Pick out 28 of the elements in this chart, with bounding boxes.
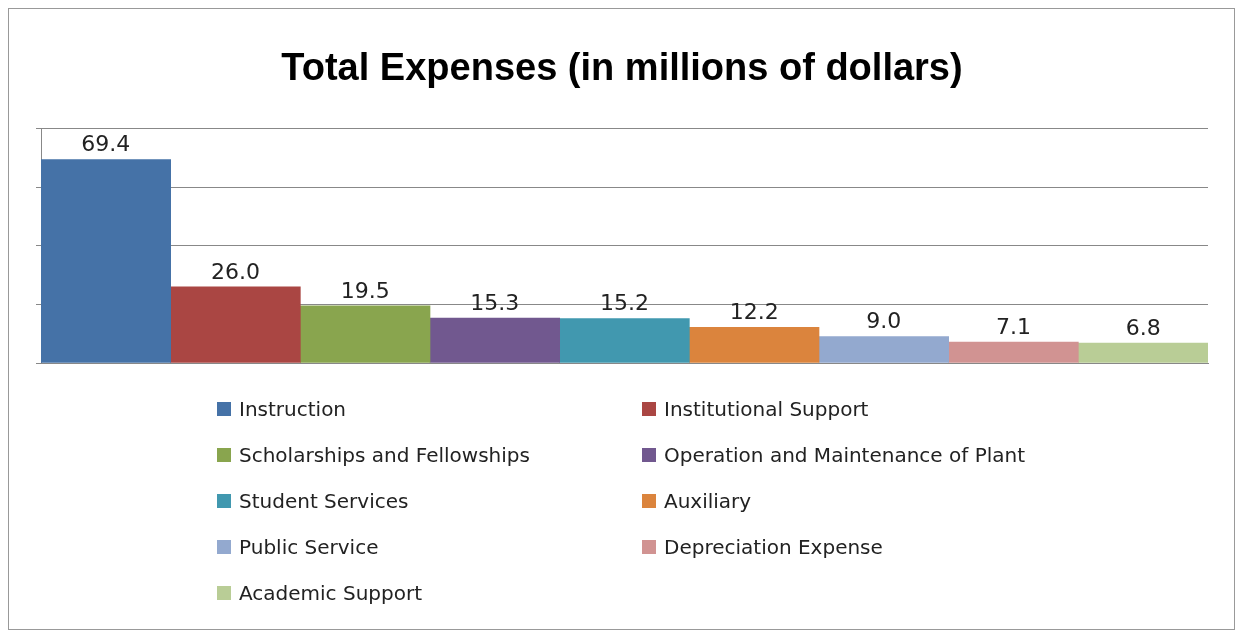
data-label: 26.0 bbox=[211, 258, 260, 284]
data-label: 6.8 bbox=[1125, 314, 1161, 340]
data-label: 19.5 bbox=[340, 277, 390, 303]
legend-label: Scholarships and Fellowships bbox=[239, 443, 530, 467]
bar bbox=[300, 305, 431, 363]
legend-label: Depreciation Expense bbox=[664, 535, 883, 559]
legend-label: Public Service bbox=[239, 535, 379, 559]
bar bbox=[1078, 342, 1208, 363]
bar bbox=[41, 159, 171, 363]
legend-label: Auxiliary bbox=[664, 489, 752, 513]
bar bbox=[689, 326, 820, 363]
data-label: 12.2 bbox=[729, 298, 779, 324]
data-label: 15.2 bbox=[600, 290, 649, 316]
bar bbox=[170, 286, 301, 363]
bar bbox=[818, 336, 949, 363]
legend-label: Student Services bbox=[239, 489, 409, 513]
legend-label: Instruction bbox=[239, 397, 347, 421]
bar bbox=[559, 318, 690, 363]
legend-label: Academic Support bbox=[239, 581, 423, 605]
data-label: 7.1 bbox=[996, 313, 1031, 339]
bar bbox=[948, 341, 1079, 363]
data-label: 9.0 bbox=[866, 308, 902, 334]
chart-title: Total Expenses (in millions of dollars) bbox=[281, 46, 963, 89]
data-label: 69.4 bbox=[81, 131, 131, 157]
legend-label: Institutional Support bbox=[664, 397, 869, 421]
bar bbox=[429, 317, 560, 363]
legend-label: Operation and Maintenance of Plant bbox=[664, 443, 1026, 467]
data-label: 15.3 bbox=[470, 289, 520, 315]
